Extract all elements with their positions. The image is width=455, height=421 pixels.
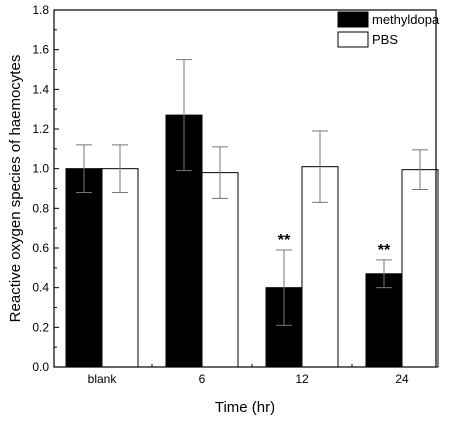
annotations: ** ** [278,232,391,259]
y-tick-label: 0.4 [32,281,49,295]
legend-swatch-methyldopa [337,11,369,28]
y-tick-label: 1.2 [32,122,49,136]
bar-pbs-blank [101,168,139,368]
y-axis-ticks: 0.0 0.2 0.4 0.6 0.8 1.0 1.2 1.4 1.6 1.8 [32,3,59,374]
y-tick-label: 0.0 [32,360,49,374]
legend: methyldopa PBS [337,11,440,48]
bar-methyldopa-blank [65,168,103,368]
significance-marker: ** [378,242,391,259]
y-tick-label: 1.0 [32,162,49,176]
x-tick-label: 12 [295,372,309,386]
significance-marker: ** [278,232,291,249]
legend-swatch-pbs [337,31,369,48]
x-axis-title: Time (hr) [215,399,275,416]
x-tick-label: blank [88,372,118,386]
plot-frame [53,9,437,368]
bar-pbs-24 [401,169,439,368]
y-tick-label: 0.2 [32,320,49,334]
x-tick-label: 6 [199,372,206,386]
bar-pbs-6 [201,172,239,368]
legend-label-pbs: PBS [372,32,398,47]
y-tick-label: 0.8 [32,201,49,215]
y-tick-label: 0.6 [32,241,49,255]
error-bars [76,59,428,326]
y-axis-title: Reactive oxygen species of haemocytes [7,55,24,323]
x-tick-label: 24 [395,372,409,386]
legend-label-methyldopa: methyldopa [372,12,440,27]
bar-methyldopa-24 [365,273,403,368]
y-tick-label: 1.4 [32,82,49,96]
y-tick-label: 1.6 [32,43,49,57]
y-tick-label: 1.8 [32,3,49,17]
